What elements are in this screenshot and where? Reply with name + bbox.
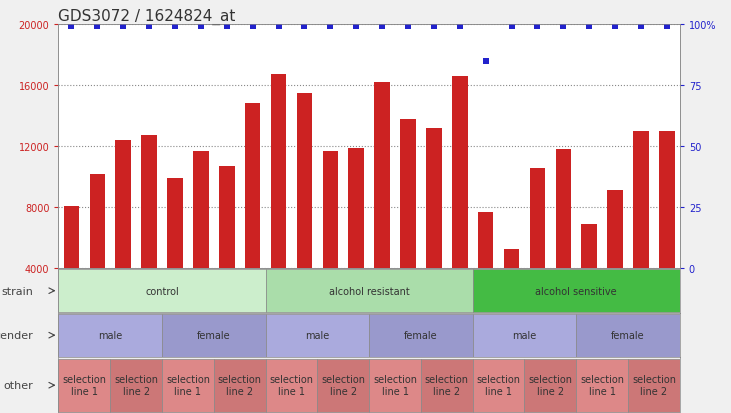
Text: selection
line 2: selection line 2 <box>632 375 676 396</box>
Text: selection
line 2: selection line 2 <box>425 375 469 396</box>
Text: male: male <box>306 330 330 340</box>
FancyBboxPatch shape <box>317 358 369 412</box>
Text: selection
line 1: selection line 1 <box>166 375 210 396</box>
FancyBboxPatch shape <box>58 270 265 312</box>
Bar <box>504 249 519 330</box>
Bar <box>659 131 675 330</box>
FancyBboxPatch shape <box>525 358 576 412</box>
Bar <box>426 128 442 330</box>
Bar <box>349 148 364 330</box>
FancyBboxPatch shape <box>265 270 473 312</box>
Text: control: control <box>145 286 179 296</box>
Text: female: female <box>611 330 645 340</box>
Text: selection
line 1: selection line 1 <box>580 375 624 396</box>
Text: selection
line 1: selection line 1 <box>373 375 417 396</box>
Text: selection
line 2: selection line 2 <box>114 375 158 396</box>
Bar <box>297 93 312 330</box>
Bar <box>322 152 338 330</box>
Text: other: other <box>4 380 34 390</box>
Text: gender: gender <box>0 330 34 340</box>
Text: selection
line 2: selection line 2 <box>218 375 262 396</box>
Bar <box>270 75 287 330</box>
FancyBboxPatch shape <box>576 358 628 412</box>
Bar <box>167 179 183 330</box>
FancyBboxPatch shape <box>369 358 421 412</box>
Bar <box>530 168 545 330</box>
Text: female: female <box>197 330 230 340</box>
Bar <box>581 225 597 330</box>
FancyBboxPatch shape <box>58 358 110 412</box>
Bar <box>245 104 260 330</box>
Text: selection
line 1: selection line 1 <box>477 375 520 396</box>
Bar <box>219 166 235 330</box>
Bar <box>141 136 157 330</box>
FancyBboxPatch shape <box>473 314 576 357</box>
Bar <box>89 174 105 330</box>
FancyBboxPatch shape <box>213 358 265 412</box>
FancyBboxPatch shape <box>265 358 317 412</box>
FancyBboxPatch shape <box>110 358 162 412</box>
Bar <box>115 141 131 330</box>
FancyBboxPatch shape <box>162 314 265 357</box>
Text: alcohol sensitive: alcohol sensitive <box>536 286 617 296</box>
Bar <box>478 212 493 330</box>
Text: selection
line 1: selection line 1 <box>270 375 314 396</box>
Bar <box>633 131 649 330</box>
Bar <box>452 77 468 330</box>
Text: selection
line 2: selection line 2 <box>529 375 572 396</box>
Text: selection
line 2: selection line 2 <box>321 375 366 396</box>
FancyBboxPatch shape <box>628 358 680 412</box>
FancyBboxPatch shape <box>576 314 680 357</box>
Bar <box>401 119 416 330</box>
Bar <box>607 191 623 330</box>
FancyBboxPatch shape <box>369 314 473 357</box>
Text: female: female <box>404 330 438 340</box>
FancyBboxPatch shape <box>265 314 369 357</box>
Bar <box>556 150 571 330</box>
FancyBboxPatch shape <box>58 314 162 357</box>
Bar <box>64 206 79 330</box>
FancyBboxPatch shape <box>162 358 213 412</box>
Text: GDS3072 / 1624824_at: GDS3072 / 1624824_at <box>58 9 236 25</box>
Text: male: male <box>98 330 122 340</box>
Text: selection
line 1: selection line 1 <box>62 375 107 396</box>
Text: male: male <box>512 330 537 340</box>
Bar <box>374 83 390 330</box>
Bar <box>193 152 208 330</box>
FancyBboxPatch shape <box>473 358 525 412</box>
FancyBboxPatch shape <box>473 270 680 312</box>
FancyBboxPatch shape <box>421 358 473 412</box>
Text: alcohol resistant: alcohol resistant <box>329 286 409 296</box>
Text: strain: strain <box>1 286 34 296</box>
